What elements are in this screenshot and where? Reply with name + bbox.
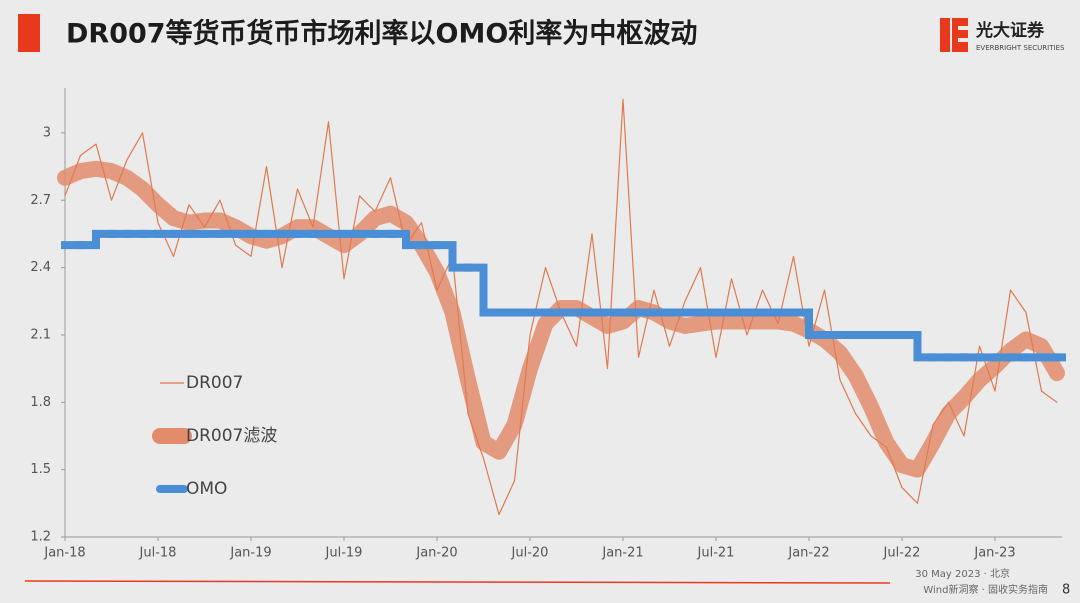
logo: 光大证券 EVERBRIGHT SECURITIES — [940, 18, 1065, 52]
logo-mark — [940, 18, 950, 52]
y-tick-label: 2.7 — [30, 193, 51, 208]
y-tick-label: 1.2 — [30, 530, 51, 545]
x-tick-label: Jul-20 — [511, 546, 549, 561]
title-marker — [18, 14, 40, 52]
footer-date: 30 May 2023 · 北京 — [915, 567, 1010, 580]
x-tick-label: Jan-23 — [973, 546, 1015, 561]
x-tick-label: Jul-19 — [325, 546, 363, 561]
footer-source: Wind新洞察 · 固收实务指南 — [923, 583, 1048, 596]
y-tick-label: 3 — [43, 125, 51, 140]
series-line — [57, 160, 1065, 478]
legend-label: DR007 — [186, 373, 243, 393]
chart: 1.2 1.5 1.8 2.1 2.4 2.7 3 Jan-18 Jul-18 Jan-19 Jul… — [30, 88, 1066, 561]
footer-rule — [24, 580, 891, 584]
x-tick-label: Jul-18 — [139, 546, 177, 561]
x-tick-label: Jul-21 — [697, 546, 735, 561]
y-tick-label: 1.5 — [30, 462, 51, 477]
y-tick-label: 1.8 — [30, 395, 51, 410]
y-tick-label: 2.4 — [30, 260, 51, 275]
x-tick-label: Jan-18 — [43, 546, 85, 561]
x-tick-label: Jul-22 — [883, 546, 921, 561]
x-tick-label: Jan-20 — [415, 546, 457, 561]
y-tick-label: 2.1 — [30, 327, 51, 342]
x-tick-label: Jan-22 — [787, 546, 829, 561]
page-number: 8 — [1062, 583, 1070, 598]
legend-label: OMO — [186, 479, 227, 499]
logo-sub: EVERBRIGHT SECURITIES — [976, 44, 1065, 52]
x-tick-label: Jan-21 — [601, 546, 643, 561]
slide-title: DR007等货币货币市场利率以OMO利率为中枢波动 — [66, 18, 697, 50]
x-tick-label: Jan-19 — [229, 546, 271, 561]
legend-label: DR007滤波 — [186, 426, 277, 446]
logo-mark — [952, 18, 968, 52]
logo-name: 光大证券 — [975, 20, 1045, 41]
